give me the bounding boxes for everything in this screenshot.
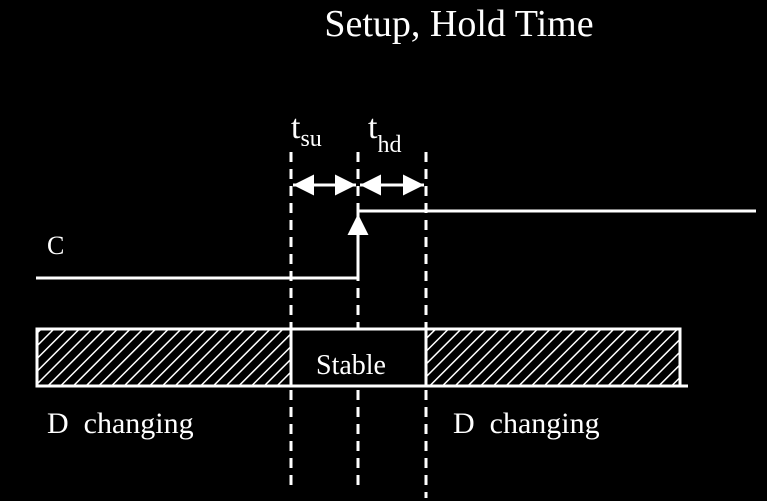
data-stable-region <box>289 327 428 388</box>
setup-time-sub: su <box>300 126 321 152</box>
hold-time-label: thd <box>368 109 401 158</box>
data-changing-region-right <box>424 327 682 388</box>
d-changing-label-left: D changing <box>47 407 194 440</box>
d-changing-label-right: D changing <box>453 407 600 440</box>
slide-title: Setup, Hold Time <box>324 3 593 45</box>
stable-label: Stable <box>316 350 386 381</box>
setup-time-base: t <box>291 109 301 146</box>
data-changing-region-left <box>35 327 293 388</box>
clock-signal-label: C <box>47 231 64 260</box>
hold-time-sub: hd <box>377 132 401 158</box>
clock-waveform <box>36 209 756 280</box>
setup-time-label: tsu <box>291 109 322 152</box>
hold-time-base: t <box>368 109 378 146</box>
